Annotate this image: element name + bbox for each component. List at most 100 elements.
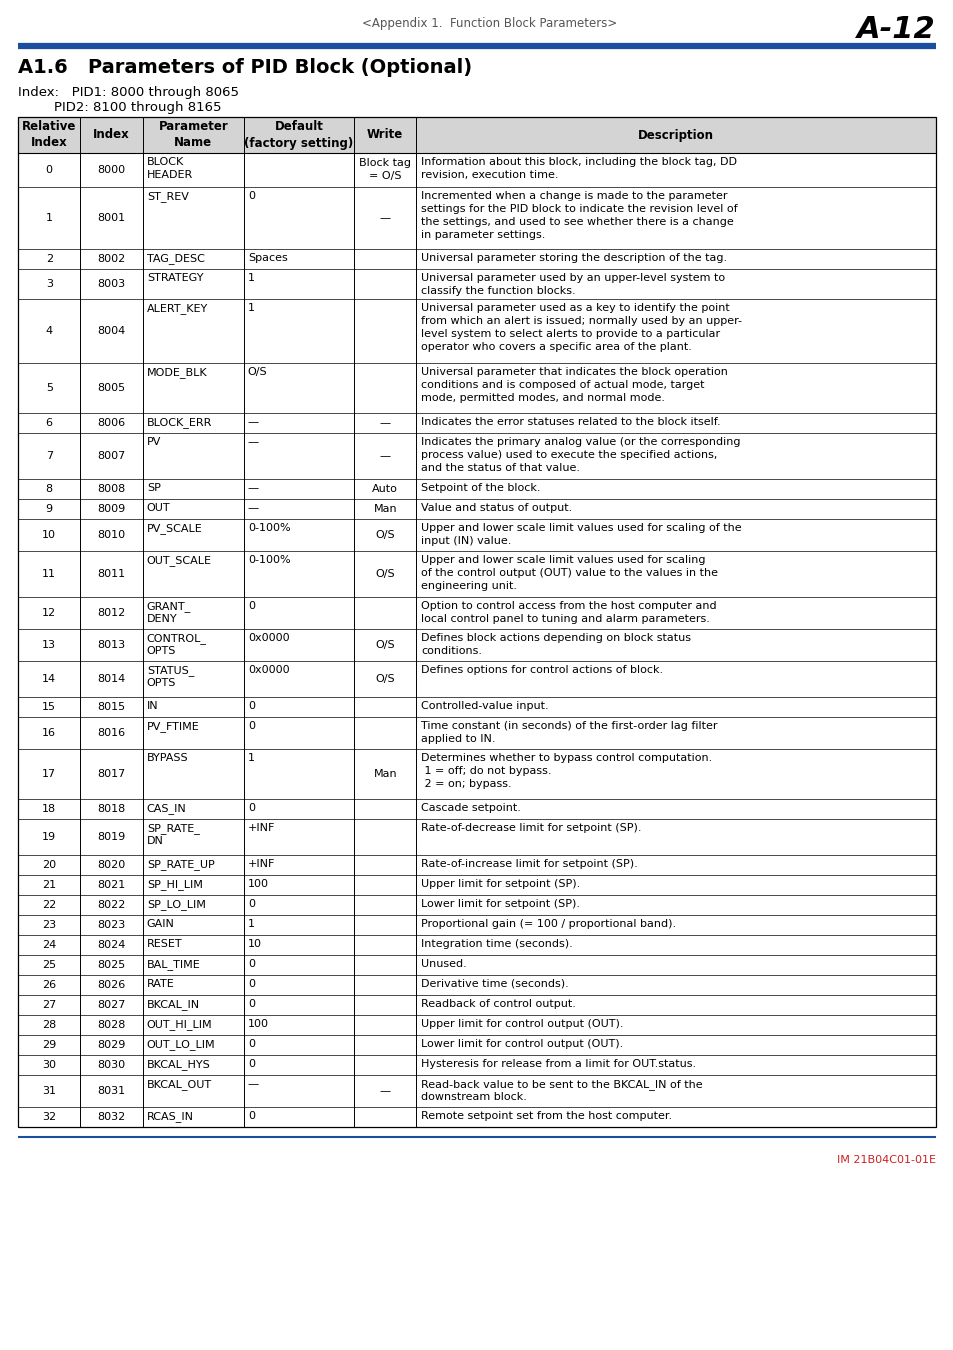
- Text: BLOCK_ERR: BLOCK_ERR: [147, 417, 212, 428]
- Text: Man: Man: [373, 504, 396, 514]
- Text: 8017: 8017: [97, 769, 126, 779]
- Text: in parameter settings.: in parameter settings.: [421, 230, 545, 240]
- Text: OPTS: OPTS: [147, 678, 176, 688]
- Text: Defines block actions depending on block status: Defines block actions depending on block…: [421, 633, 691, 643]
- Text: GRANT_: GRANT_: [147, 601, 191, 612]
- Text: 23: 23: [42, 919, 56, 930]
- Text: —: —: [248, 483, 258, 493]
- Text: BAL_TIME: BAL_TIME: [147, 958, 200, 969]
- Text: 8028: 8028: [97, 1021, 126, 1030]
- Text: 0: 0: [248, 701, 254, 711]
- Text: 8032: 8032: [97, 1112, 126, 1122]
- Text: 0x0000: 0x0000: [248, 666, 289, 675]
- Text: Universal parameter that indicates the block operation: Universal parameter that indicates the b…: [421, 367, 727, 377]
- Text: PID2: 8100 through 8165: PID2: 8100 through 8165: [54, 101, 221, 113]
- Text: 8016: 8016: [97, 728, 126, 738]
- Text: SP_HI_LIM: SP_HI_LIM: [147, 879, 202, 890]
- Text: 8001: 8001: [97, 213, 126, 223]
- Text: 19: 19: [42, 832, 56, 842]
- Text: Auto: Auto: [372, 485, 397, 494]
- Text: MODE_BLK: MODE_BLK: [147, 367, 207, 378]
- Text: classify the function blocks.: classify the function blocks.: [421, 286, 576, 296]
- Text: RATE: RATE: [147, 979, 174, 990]
- Text: Incremented when a change is made to the parameter: Incremented when a change is made to the…: [421, 190, 727, 201]
- Text: Indicates the primary analog value (or the corresponding: Indicates the primary analog value (or t…: [421, 437, 740, 447]
- Text: 8015: 8015: [97, 702, 126, 711]
- Text: 8023: 8023: [97, 919, 126, 930]
- Text: 2: 2: [46, 254, 52, 265]
- Text: Universal parameter used by an upper-level system to: Universal parameter used by an upper-lev…: [421, 273, 725, 284]
- Text: OUT_SCALE: OUT_SCALE: [147, 555, 212, 566]
- Text: 1: 1: [248, 302, 254, 313]
- Text: 0: 0: [248, 1058, 254, 1069]
- Text: STRATEGY: STRATEGY: [147, 273, 203, 284]
- Text: 0: 0: [248, 803, 254, 813]
- Text: 20: 20: [42, 860, 56, 869]
- Text: 100: 100: [248, 879, 269, 890]
- Text: OUT_LO_LIM: OUT_LO_LIM: [147, 1040, 215, 1050]
- Text: Information about this block, including the block tag, DD: Information about this block, including …: [421, 157, 737, 167]
- Text: 21: 21: [42, 880, 56, 890]
- Text: —: —: [248, 417, 258, 427]
- Bar: [18, 117, 935, 153]
- Text: 8002: 8002: [97, 254, 126, 265]
- Text: BKCAL_OUT: BKCAL_OUT: [147, 1079, 212, 1089]
- Text: mode, permitted modes, and normal mode.: mode, permitted modes, and normal mode.: [421, 393, 664, 404]
- Text: 100: 100: [248, 1019, 269, 1029]
- Text: conditions and is composed of actual mode, target: conditions and is composed of actual mod…: [421, 379, 704, 390]
- Text: 16: 16: [42, 728, 56, 738]
- Text: Rate-of-increase limit for setpoint (SP).: Rate-of-increase limit for setpoint (SP)…: [421, 859, 638, 869]
- Text: CAS_IN: CAS_IN: [147, 803, 187, 814]
- Text: 10: 10: [248, 940, 261, 949]
- Text: 8020: 8020: [97, 860, 126, 869]
- Text: OPTS: OPTS: [147, 647, 176, 656]
- Text: Indicates the error statuses related to the block itself.: Indicates the error statuses related to …: [421, 417, 720, 427]
- Text: 0-100%: 0-100%: [248, 522, 290, 533]
- Text: RESET: RESET: [147, 940, 182, 949]
- Text: 25: 25: [42, 960, 56, 971]
- Text: IN: IN: [147, 701, 158, 711]
- Text: Defines options for control actions of block.: Defines options for control actions of b…: [421, 666, 663, 675]
- Text: Proportional gain (= 100 / proportional band).: Proportional gain (= 100 / proportional …: [421, 919, 676, 929]
- Text: PV_SCALE: PV_SCALE: [147, 522, 202, 533]
- Text: 11: 11: [42, 568, 56, 579]
- Text: 0: 0: [248, 1040, 254, 1049]
- Text: 8005: 8005: [97, 383, 126, 393]
- Text: 8029: 8029: [97, 1040, 126, 1050]
- Text: 15: 15: [42, 702, 56, 711]
- Bar: [18, 117, 935, 1127]
- Text: Index:   PID1: 8000 through 8065: Index: PID1: 8000 through 8065: [18, 86, 239, 99]
- Text: 8027: 8027: [97, 1000, 126, 1010]
- Text: 0: 0: [46, 165, 52, 176]
- Text: STATUS_: STATUS_: [147, 666, 194, 676]
- Text: Readback of control output.: Readback of control output.: [421, 999, 576, 1008]
- Text: Value and status of output.: Value and status of output.: [421, 504, 572, 513]
- Text: 27: 27: [42, 1000, 56, 1010]
- Text: 8003: 8003: [97, 279, 126, 289]
- Text: SP_RATE_: SP_RATE_: [147, 824, 199, 834]
- Text: O/S: O/S: [375, 640, 395, 649]
- Text: engineering unit.: engineering unit.: [421, 580, 517, 591]
- Text: 0: 0: [248, 958, 254, 969]
- Text: CONTROL_: CONTROL_: [147, 633, 207, 644]
- Text: 0: 0: [248, 899, 254, 909]
- Text: 8010: 8010: [97, 531, 126, 540]
- Text: ST_REV: ST_REV: [147, 190, 189, 202]
- Text: 8007: 8007: [97, 451, 126, 460]
- Text: 1 = off; do not bypass.: 1 = off; do not bypass.: [421, 765, 552, 776]
- Text: 6: 6: [46, 418, 52, 428]
- Text: Hysteresis for release from a limit for OUT.status.: Hysteresis for release from a limit for …: [421, 1058, 696, 1069]
- Text: 32: 32: [42, 1112, 56, 1122]
- Text: 8012: 8012: [97, 608, 126, 618]
- Text: Write: Write: [367, 128, 403, 142]
- Text: conditions.: conditions.: [421, 647, 482, 656]
- Text: O/S: O/S: [375, 568, 395, 579]
- Text: GAIN: GAIN: [147, 919, 174, 929]
- Text: 12: 12: [42, 608, 56, 618]
- Text: —: —: [379, 1085, 391, 1096]
- Text: settings for the PID block to indicate the revision level of: settings for the PID block to indicate t…: [421, 204, 738, 215]
- Text: Unused.: Unused.: [421, 958, 467, 969]
- Text: 8000: 8000: [97, 165, 126, 176]
- Text: 1: 1: [248, 753, 254, 763]
- Text: Lower limit for setpoint (SP).: Lower limit for setpoint (SP).: [421, 899, 579, 909]
